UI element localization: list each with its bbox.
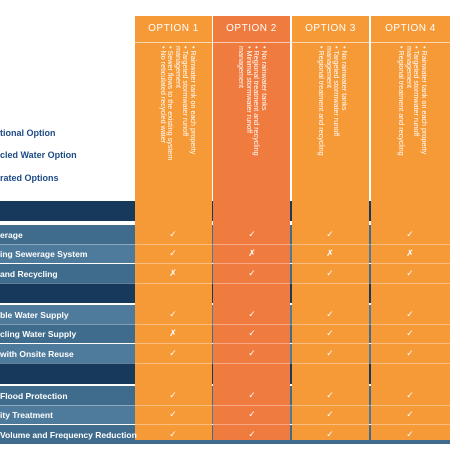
legend-label-3: rated Options xyxy=(0,173,59,183)
check-icon: ✓ xyxy=(326,390,334,400)
row-label: ing Sewerage System xyxy=(0,249,88,259)
option-1-header: OPTION 1 xyxy=(135,16,212,43)
cross-icon: ✗ xyxy=(169,328,177,338)
row-divider xyxy=(0,343,450,344)
option-1-bullets: • Rainwater tank on each property • Targ… xyxy=(159,46,198,161)
option-column-2 xyxy=(213,16,290,440)
check-icon: ✓ xyxy=(169,248,177,258)
cross-icon: ✗ xyxy=(406,248,414,258)
check-icon: ✓ xyxy=(406,229,414,239)
row-label: and Recycling xyxy=(0,269,58,279)
option-3-bullets: • No rainwater tanks • Targeted stormwat… xyxy=(317,46,349,156)
legend-label-2: cled Water Option xyxy=(0,150,77,160)
check-icon: ✓ xyxy=(169,409,177,419)
option-3-header: OPTION 3 xyxy=(292,16,369,43)
check-icon: ✓ xyxy=(248,328,256,338)
row-divider xyxy=(0,263,450,264)
check-icon: ✓ xyxy=(248,429,256,439)
check-icon: ✓ xyxy=(248,390,256,400)
row-divider xyxy=(0,424,450,425)
row-divider xyxy=(0,363,450,364)
check-icon: ✓ xyxy=(248,409,256,419)
option-column-4 xyxy=(371,16,450,440)
check-icon: ✓ xyxy=(326,268,334,278)
row-label: ity Treatment xyxy=(0,410,53,420)
check-icon: ✓ xyxy=(406,328,414,338)
check-icon: ✓ xyxy=(248,229,256,239)
cross-icon: ✗ xyxy=(169,268,177,278)
row-label: Volume and Frequency Reduction xyxy=(0,430,137,440)
bullet-line: • Regional treatment and recycling xyxy=(317,46,327,156)
check-icon: ✓ xyxy=(326,328,334,338)
row-label: ble Water Supply xyxy=(0,310,69,320)
check-icon: ✓ xyxy=(169,348,177,358)
check-icon: ✓ xyxy=(406,268,414,278)
bullet-line: • Sewer flows to the existing system xyxy=(166,46,176,161)
row-divider xyxy=(0,324,450,325)
check-icon: ✓ xyxy=(326,429,334,439)
check-icon: ✓ xyxy=(248,268,256,278)
option-2-header: OPTION 2 xyxy=(213,16,290,43)
bullet-line: • No rainwater tanks xyxy=(260,46,269,111)
check-icon: ✓ xyxy=(326,309,334,319)
option-2-bullets: • No rainwater tanks • Regional treatmen… xyxy=(237,46,269,156)
check-icon: ✓ xyxy=(406,409,414,419)
row-divider xyxy=(0,405,450,406)
option-4-header: OPTION 4 xyxy=(371,16,450,43)
bullet-line: • No rainwater tanks xyxy=(340,46,349,111)
bullet-line: • Targeted stormwater runoff xyxy=(332,46,342,137)
check-icon: ✓ xyxy=(169,429,177,439)
bullet-line: • Rainwater tank on each property xyxy=(189,46,198,155)
cross-icon: ✗ xyxy=(326,248,334,258)
row-label: with Onsite Reuse xyxy=(0,349,74,359)
legend-label-1: tional Option xyxy=(0,128,56,138)
row-label: cling Water Supply xyxy=(0,329,77,339)
bullet-line: • Rainwater tank on each property xyxy=(420,46,429,155)
option-column-3 xyxy=(292,16,369,440)
row-divider xyxy=(0,444,450,445)
check-icon: ✓ xyxy=(326,229,334,239)
option-column-1 xyxy=(135,16,212,440)
check-icon: ✓ xyxy=(248,348,256,358)
bullet-line: • Regional treatment and recycling xyxy=(252,46,262,156)
cross-icon: ✗ xyxy=(248,248,256,258)
check-icon: ✓ xyxy=(406,309,414,319)
option-4-bullets: • Rainwater tank on each property • Targ… xyxy=(397,46,429,156)
check-icon: ✓ xyxy=(326,409,334,419)
row-label: Flood Protection xyxy=(0,391,68,401)
check-icon: ✓ xyxy=(406,390,414,400)
check-icon: ✓ xyxy=(169,309,177,319)
check-icon: ✓ xyxy=(169,390,177,400)
check-icon: ✓ xyxy=(169,229,177,239)
row-divider xyxy=(0,244,450,245)
bullet-line: • Regional treatment and recycling xyxy=(397,46,407,156)
check-icon: ✓ xyxy=(326,348,334,358)
row-label: erage xyxy=(0,230,23,240)
check-icon: ✓ xyxy=(406,348,414,358)
check-icon: ✓ xyxy=(248,309,256,319)
row-divider xyxy=(0,283,450,284)
check-icon: ✓ xyxy=(406,429,414,439)
